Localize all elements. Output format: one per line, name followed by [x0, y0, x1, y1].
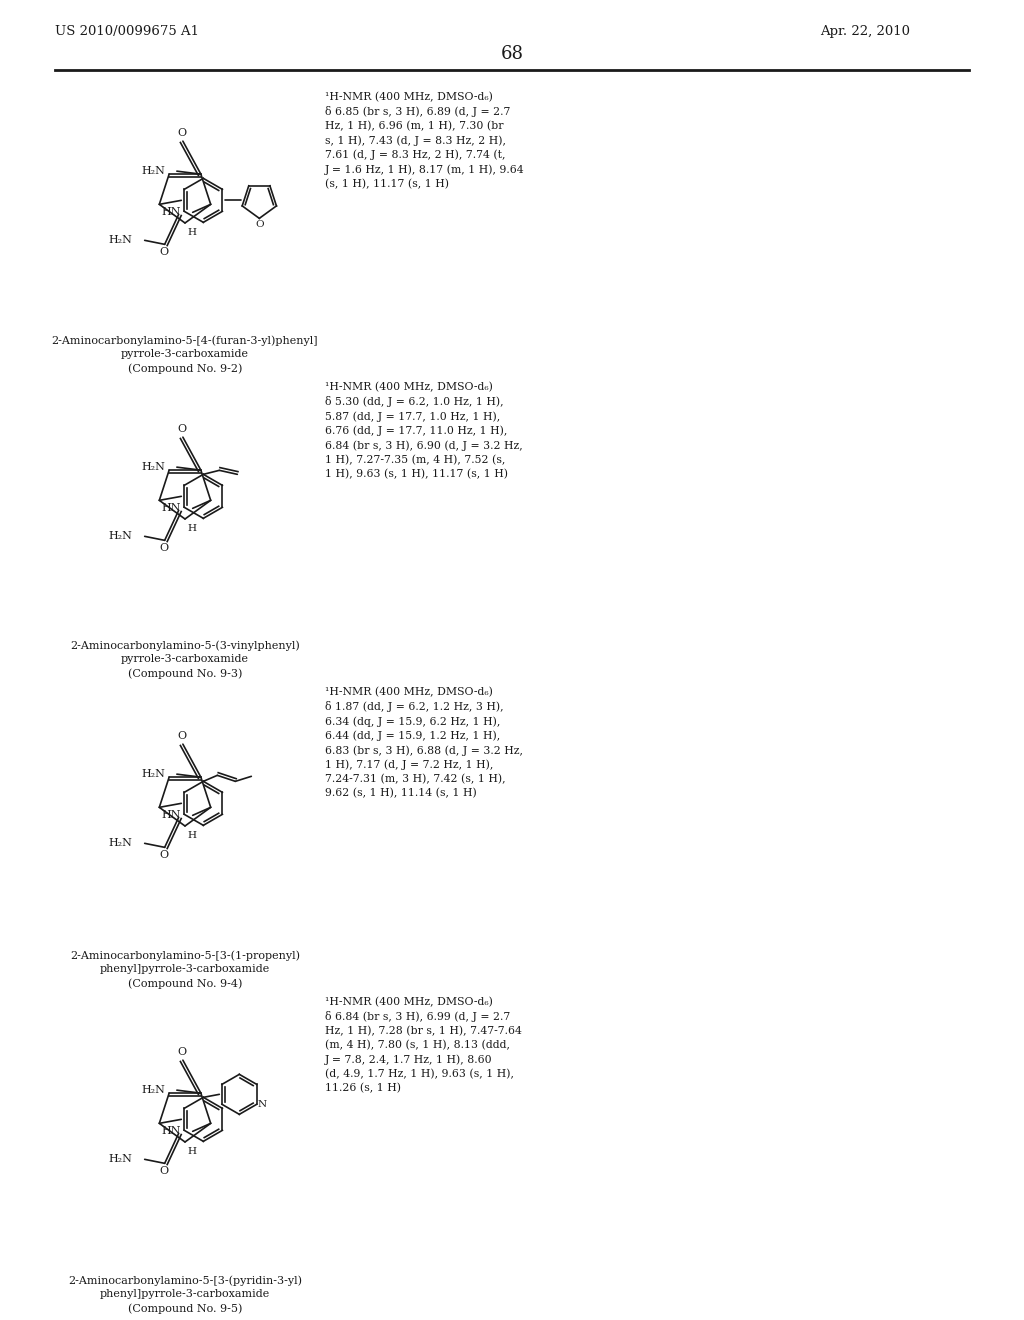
Text: O: O [159, 850, 168, 861]
Text: HN: HN [161, 503, 180, 513]
Text: phenyl]pyrrole-3-carboxamide: phenyl]pyrrole-3-carboxamide [100, 964, 270, 974]
Text: H₂N: H₂N [109, 235, 133, 246]
Text: HN: HN [161, 810, 180, 820]
Text: H₂N: H₂N [141, 1085, 165, 1096]
Text: H₂N: H₂N [141, 166, 165, 176]
Text: H: H [187, 228, 196, 238]
Text: O: O [159, 544, 168, 553]
Text: pyrrole-3-carboxamide: pyrrole-3-carboxamide [121, 348, 249, 359]
Text: phenyl]pyrrole-3-carboxamide: phenyl]pyrrole-3-carboxamide [100, 1290, 270, 1299]
Text: H₂N: H₂N [141, 462, 165, 473]
Text: (Compound No. 9-5): (Compound No. 9-5) [128, 1303, 243, 1313]
Text: ¹H-NMR (400 MHz, DMSO-d₆)
δ 6.84 (br s, 3 H), 6.99 (d, J = 2.7
Hz, 1 H), 7.28 (b: ¹H-NMR (400 MHz, DMSO-d₆) δ 6.84 (br s, … [325, 997, 522, 1093]
Text: ¹H-NMR (400 MHz, DMSO-d₆)
δ 5.30 (dd, J = 6.2, 1.0 Hz, 1 H),
5.87 (dd, J = 17.7,: ¹H-NMR (400 MHz, DMSO-d₆) δ 5.30 (dd, J … [325, 381, 522, 479]
Text: 2-Aminocarbonylamino-5-[3-(pyridin-3-yl): 2-Aminocarbonylamino-5-[3-(pyridin-3-yl) [68, 1275, 302, 1286]
Text: 68: 68 [501, 45, 523, 63]
Text: O: O [255, 220, 263, 230]
Text: O: O [159, 1167, 168, 1176]
Text: HN: HN [161, 207, 180, 218]
Text: H: H [187, 524, 196, 533]
Text: HN: HN [161, 1126, 180, 1137]
Text: H₂N: H₂N [109, 838, 133, 849]
Text: (Compound No. 9-4): (Compound No. 9-4) [128, 978, 243, 989]
Text: 2-Aminocarbonylamino-5-(3-vinylphenyl): 2-Aminocarbonylamino-5-(3-vinylphenyl) [70, 640, 300, 651]
Text: H: H [187, 832, 196, 840]
Text: O: O [177, 731, 186, 741]
Text: Apr. 22, 2010: Apr. 22, 2010 [820, 25, 910, 38]
Text: H₂N: H₂N [109, 1155, 133, 1164]
Text: pyrrole-3-carboxamide: pyrrole-3-carboxamide [121, 653, 249, 664]
Text: O: O [177, 424, 186, 434]
Text: ¹H-NMR (400 MHz, DMSO-d₆)
δ 1.87 (dd, J = 6.2, 1.2 Hz, 3 H),
6.34 (dq, J = 15.9,: ¹H-NMR (400 MHz, DMSO-d₆) δ 1.87 (dd, J … [325, 686, 523, 799]
Text: (Compound No. 9-2): (Compound No. 9-2) [128, 363, 243, 374]
Text: H: H [187, 1147, 196, 1156]
Text: O: O [177, 128, 186, 139]
Text: H₂N: H₂N [141, 770, 165, 779]
Text: US 2010/0099675 A1: US 2010/0099675 A1 [55, 25, 199, 38]
Text: N: N [258, 1100, 267, 1109]
Text: O: O [159, 247, 168, 257]
Text: ¹H-NMR (400 MHz, DMSO-d₆)
δ 6.85 (br s, 3 H), 6.89 (d, J = 2.7
Hz, 1 H), 6.96 (m: ¹H-NMR (400 MHz, DMSO-d₆) δ 6.85 (br s, … [325, 92, 524, 189]
Text: (Compound No. 9-3): (Compound No. 9-3) [128, 668, 243, 678]
Text: H₂N: H₂N [109, 532, 133, 541]
Text: O: O [177, 1047, 186, 1057]
Text: 2-Aminocarbonylamino-5-[3-(1-propenyl): 2-Aminocarbonylamino-5-[3-(1-propenyl) [70, 950, 300, 961]
Text: 2-Aminocarbonylamino-5-[4-(furan-3-yl)phenyl]: 2-Aminocarbonylamino-5-[4-(furan-3-yl)ph… [51, 335, 318, 346]
